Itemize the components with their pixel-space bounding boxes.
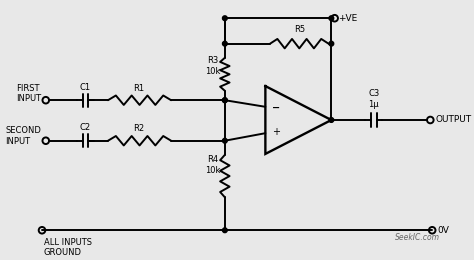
Text: +: + [272,127,280,137]
Circle shape [329,41,334,46]
Text: R4
10k: R4 10k [205,155,220,175]
Text: R2: R2 [134,124,145,133]
Text: R1: R1 [134,84,145,93]
Circle shape [222,16,227,21]
Text: FIRST
INPUT: FIRST INPUT [16,84,41,103]
Circle shape [222,41,227,46]
Text: R5: R5 [294,25,305,34]
Text: C2: C2 [80,123,91,132]
Text: SECOND
INPUT: SECOND INPUT [5,126,41,146]
Text: C1: C1 [80,83,91,92]
Circle shape [222,228,227,233]
Text: OUTPUT: OUTPUT [436,115,472,125]
Text: SeekIC.com: SeekIC.com [395,233,440,242]
Text: −: − [272,103,280,113]
Text: ALL INPUTS
GROUND: ALL INPUTS GROUND [44,238,92,257]
Text: C3
1μ: C3 1μ [368,89,379,109]
Circle shape [329,16,334,21]
Circle shape [222,98,227,102]
Circle shape [222,138,227,143]
Text: 0V: 0V [437,226,449,235]
Circle shape [329,118,334,122]
Circle shape [222,98,227,102]
Text: +VE: +VE [338,14,357,23]
Text: R3
10k: R3 10k [205,56,220,76]
